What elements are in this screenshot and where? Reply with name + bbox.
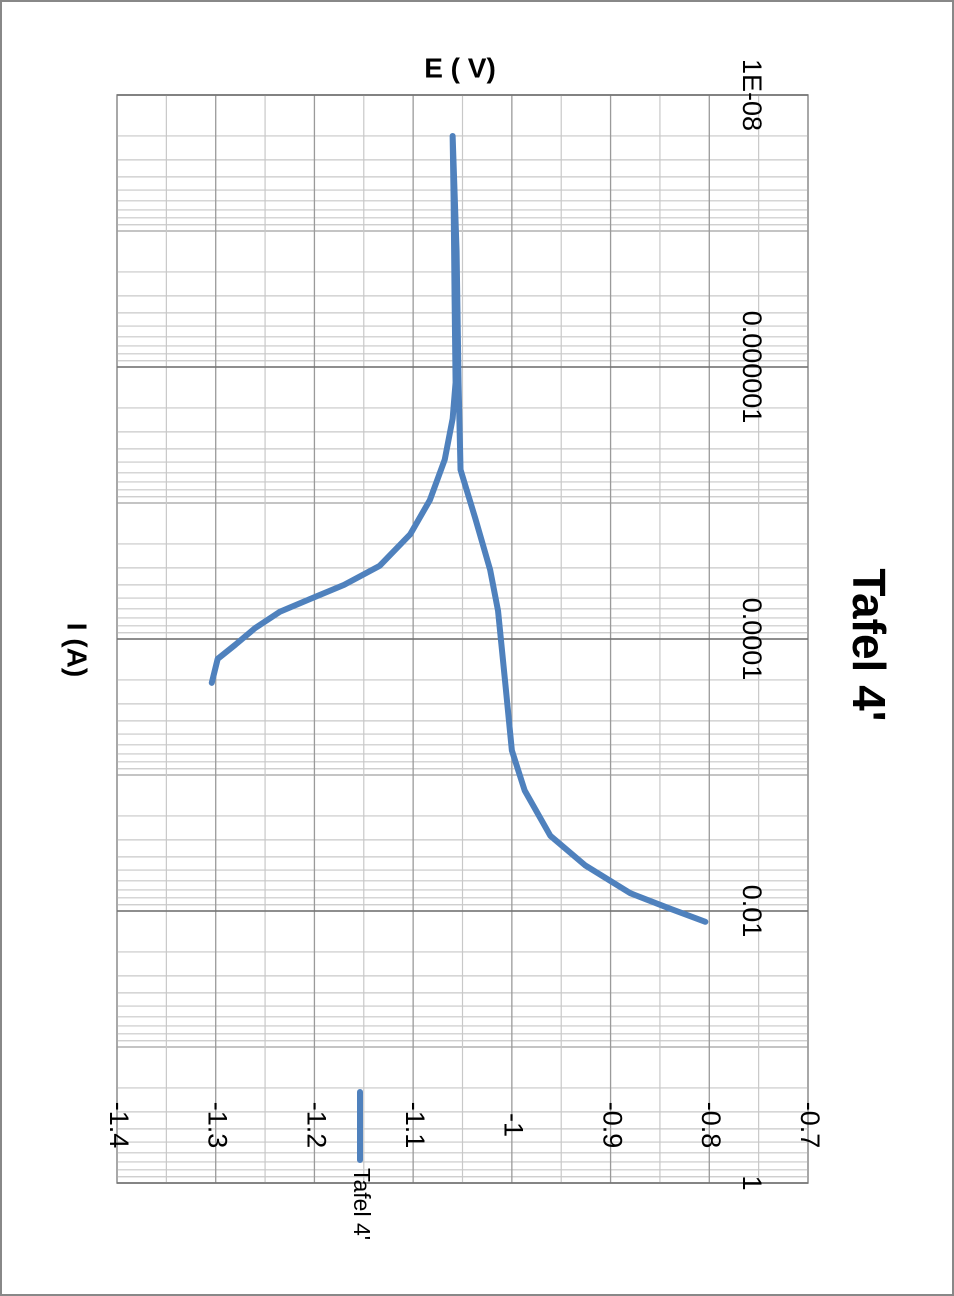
- x-tick-label: 0.01: [737, 885, 767, 938]
- chart-title: Tafel 4': [843, 568, 895, 721]
- y-tick-label: -0.8: [696, 1102, 726, 1149]
- y-axis-label: E ( V): [424, 52, 496, 83]
- y-tick-label: -1.1: [400, 1102, 430, 1149]
- x-tick-label: 1E-08: [737, 59, 767, 131]
- y-tick-label: -1: [499, 1113, 529, 1137]
- x-tick-label: 0.0001: [737, 598, 767, 681]
- x-tick-label: 1: [737, 1175, 767, 1190]
- y-tick-label: -0.9: [597, 1102, 627, 1149]
- y-tick-label: -1.2: [301, 1102, 331, 1149]
- x-axis-label: I (A): [62, 623, 93, 677]
- data-line: [208, 132, 709, 925]
- y-tick-label: -1.3: [203, 1102, 233, 1149]
- rotated-chart: -1.4 -1.3 -1.2 -1.1 -1 -0.9 -0.8 -0.7 1E-08 0.000…: [62, 52, 895, 1240]
- y-tick-label: -1.4: [104, 1102, 134, 1149]
- y-tick-label: -0.7: [795, 1102, 825, 1149]
- legend-label: Tafel 4': [349, 1168, 375, 1240]
- x-tick-label: 0.000001: [737, 311, 767, 424]
